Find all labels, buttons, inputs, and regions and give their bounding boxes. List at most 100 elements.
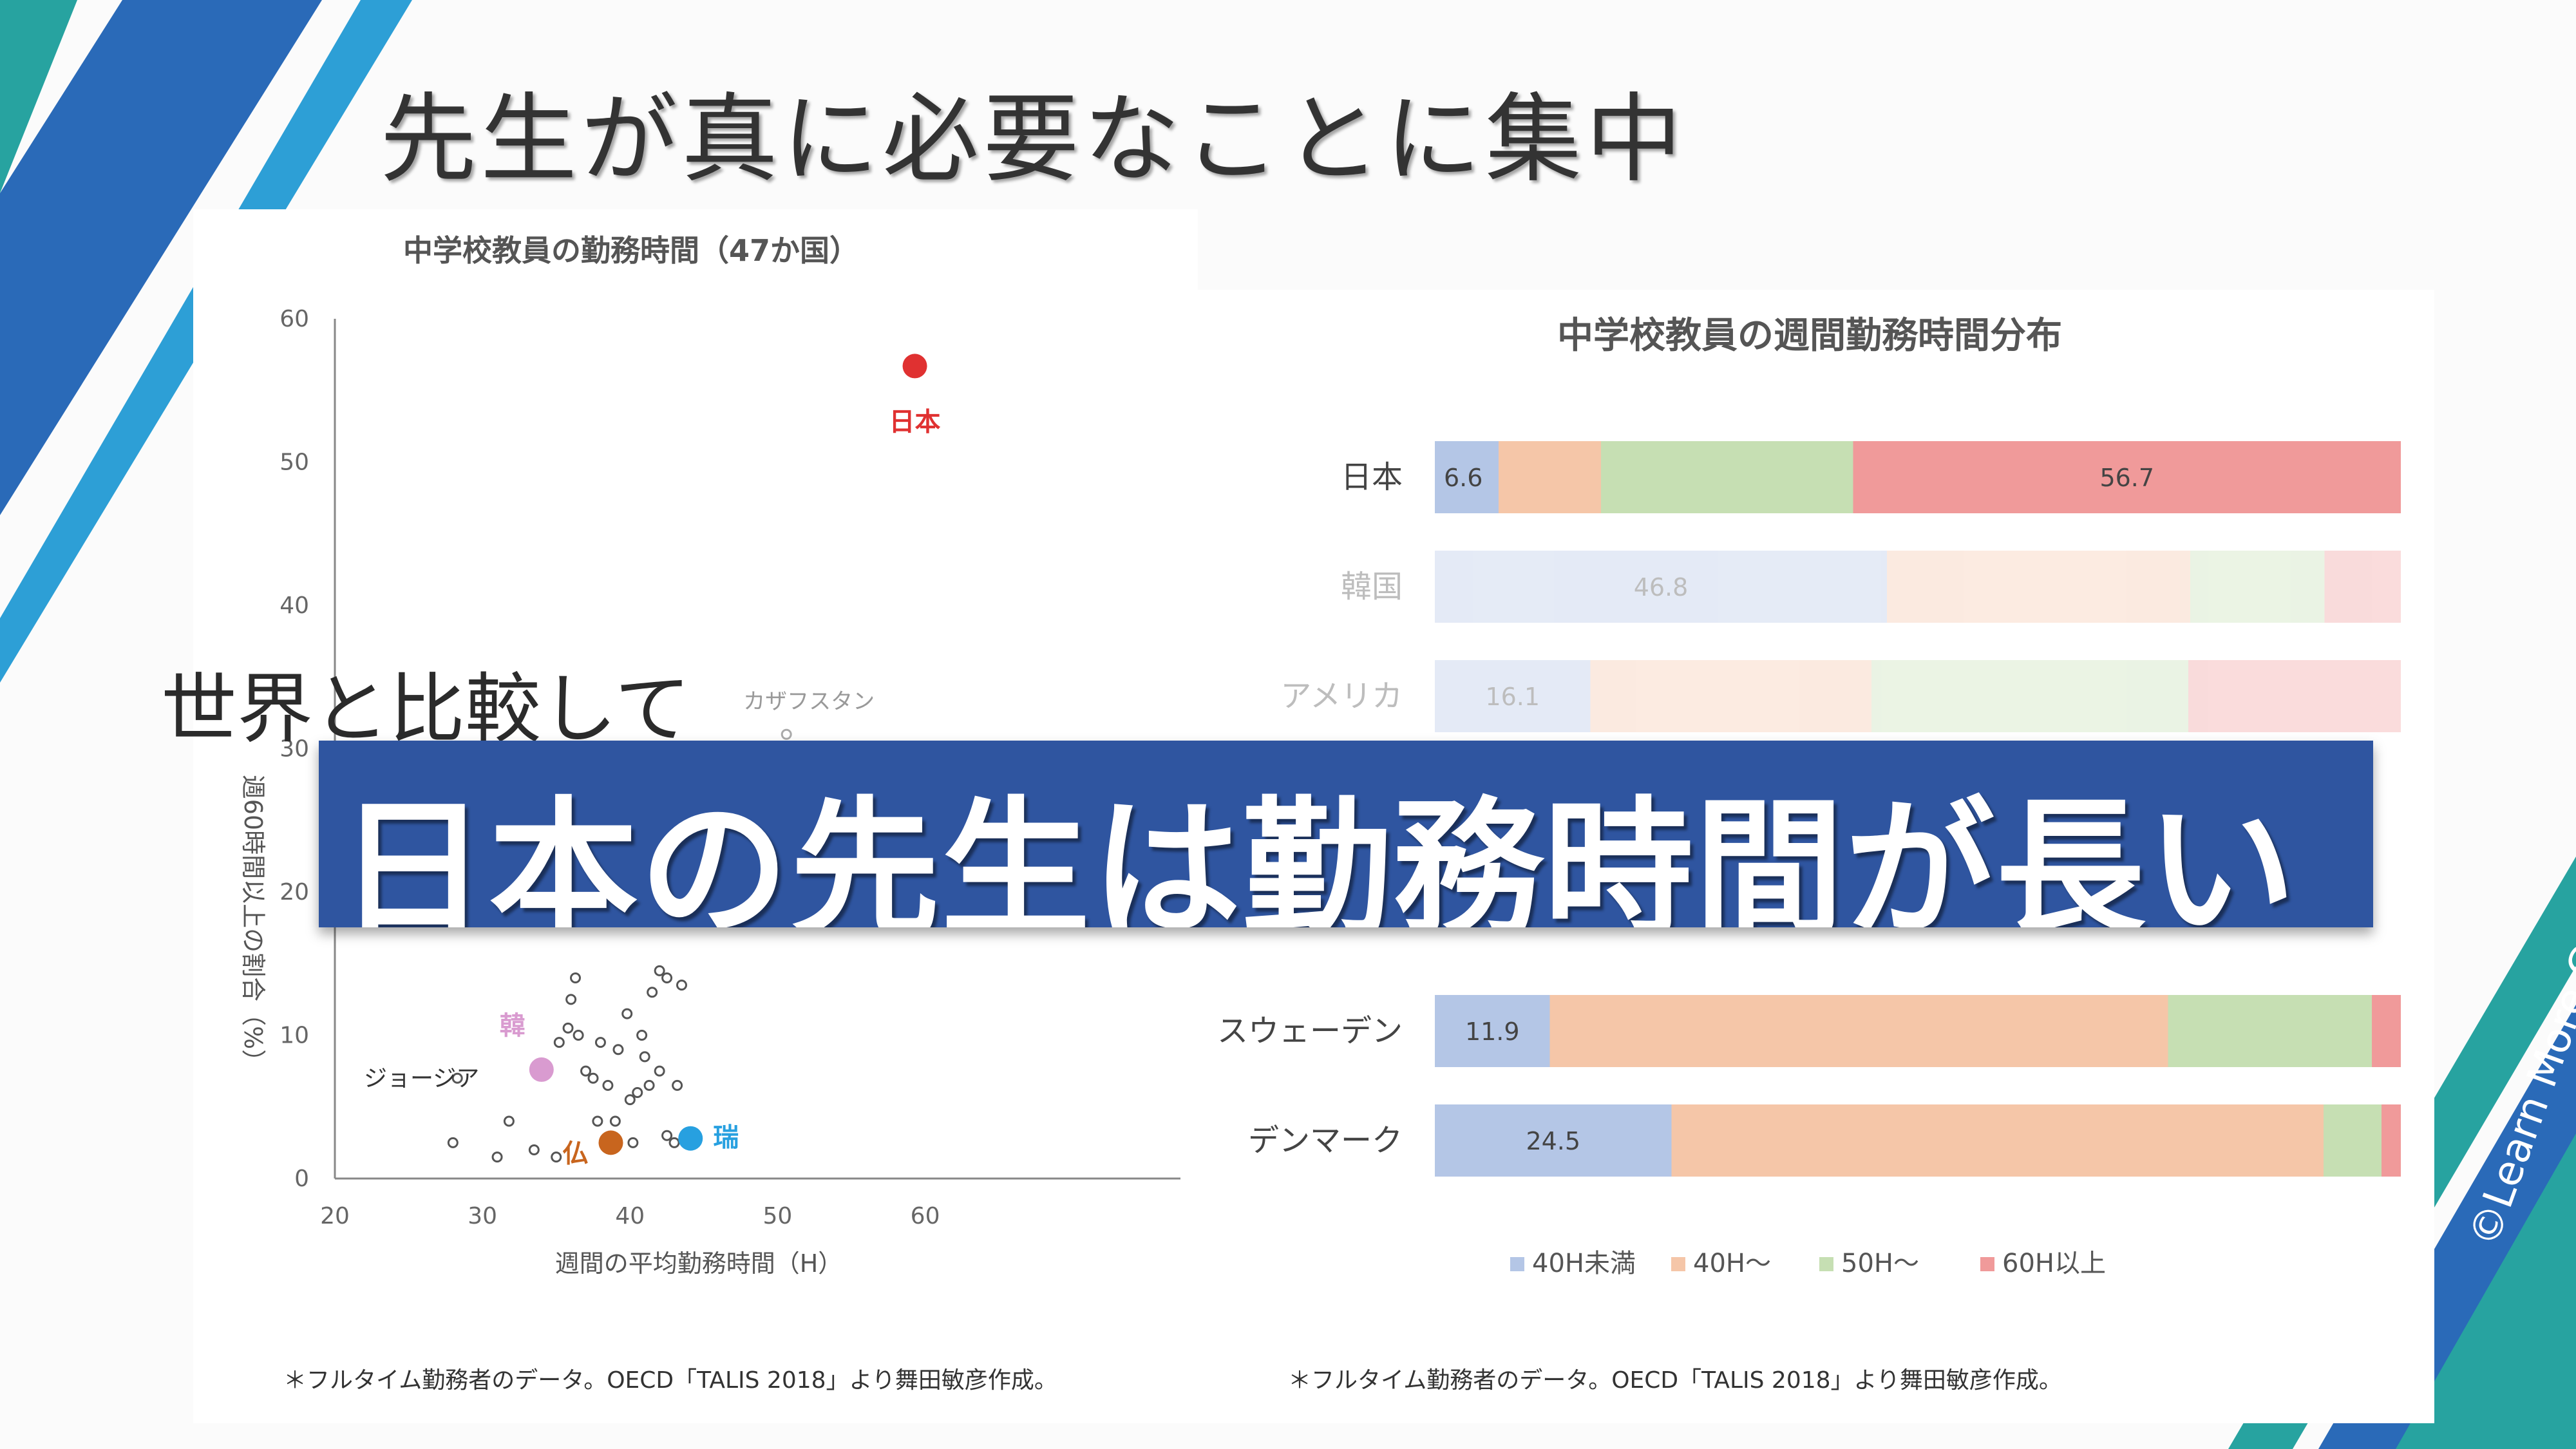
scatter-point	[676, 980, 687, 991]
scatter-point	[447, 1137, 459, 1148]
legend-swatch	[1510, 1257, 1524, 1271]
overlay-subtitle: 世界と比較して	[161, 665, 691, 753]
scatter-point	[647, 987, 658, 998]
bar-segment	[1549, 995, 2168, 1067]
scatter-point	[624, 1094, 636, 1106]
scatter-point	[639, 1051, 650, 1063]
legend-label: 40H〜	[1693, 1249, 1771, 1278]
bar-segment	[1590, 660, 1871, 732]
scatter-y-tick-label: 10	[279, 1023, 309, 1049]
bar-value-label: 24.5	[1526, 1127, 1580, 1155]
scatter-point	[562, 1022, 574, 1034]
bar-segment	[1499, 441, 1601, 513]
bar-segment	[2382, 1104, 2401, 1177]
scatter-chart: 中学校教員の勤務時間（47か国） 0 10 20 30 40 50 60 20 30 40 50 6…	[239, 233, 1180, 1394]
scatter-x-axis-label: 週間の平均勤務時間（H）	[555, 1249, 843, 1278]
scatter-x-tick-label: 60	[911, 1203, 940, 1229]
scatter-point	[643, 1079, 655, 1091]
scatter-y-tick-label: 20	[279, 879, 309, 905]
legend-label: 40H未満	[1532, 1249, 1636, 1278]
bar-segment	[2324, 1104, 2382, 1177]
headline-text: 日本の先生は勤務時間が長い	[338, 783, 2298, 927]
scatter-point	[587, 1072, 599, 1084]
bar-row: 日本 6.6 56.7	[1341, 441, 2401, 513]
scatter-point	[573, 1030, 584, 1041]
scatter-point	[612, 1044, 624, 1056]
scatter-y-tick-label: 0	[294, 1166, 309, 1192]
scatter-x-tick-label: 30	[468, 1203, 497, 1229]
bar-category-label: アメリカ	[1280, 678, 1403, 714]
scatter-y-axis-label: 週60時間以上の割合（%）	[239, 775, 267, 1074]
scatter-point	[594, 1037, 606, 1048]
bar-segment	[2190, 551, 2325, 623]
stripe-teal-top-left	[0, 0, 77, 193]
stripe-blue-top-left	[0, 0, 322, 515]
bar-value-label: 56.7	[2099, 464, 2154, 492]
bar-segment	[1435, 995, 1550, 1067]
scatter-point	[451, 1072, 463, 1084]
bar-chart-title: 中学校教員の週間勤務時間分布	[1557, 315, 2062, 357]
scatter-highlight-label: 仏	[563, 1139, 589, 1168]
scatter-point	[654, 965, 665, 976]
bar-segment	[1853, 441, 2401, 513]
bar-row: スウェーデン 11.9	[1217, 995, 2401, 1067]
scatter-point	[528, 1144, 540, 1155]
slide-title: 先生が真に必要なことに集中	[380, 84, 1687, 196]
scatter-y-tick-label: 60	[279, 306, 309, 332]
scatter-point	[627, 1137, 639, 1148]
scatter-x-tick-label: 40	[615, 1203, 645, 1229]
scatter-highlight-point	[678, 1126, 703, 1151]
scatter-y-tick-label: 40	[279, 592, 309, 619]
scatter-annotation: カザフスタン	[743, 688, 875, 714]
legend-swatch	[1671, 1257, 1685, 1271]
bar-segment	[1871, 660, 2188, 732]
scatter-point	[553, 1037, 565, 1048]
bar-segment	[1435, 441, 1499, 513]
scatter-point	[661, 972, 673, 983]
scatter-x-tick-label: 20	[320, 1203, 350, 1229]
scatter-y-tick-label: 50	[279, 450, 309, 476]
scatter-point	[503, 1115, 515, 1127]
scatter-point	[570, 972, 582, 983]
bar-category-label: 日本	[1341, 459, 1403, 495]
scatter-highlight-label: 日本	[889, 407, 941, 437]
legend-swatch	[1819, 1257, 1833, 1271]
scatter-point	[491, 1151, 503, 1163]
scatter-y-tick-label: 30	[279, 736, 309, 762]
bar-row: 韓国 46.8	[1341, 551, 2401, 623]
legend-label: 60H以上	[2002, 1249, 2106, 1278]
bar-category-label: スウェーデン	[1217, 1013, 1403, 1049]
bar-category-label: デンマーク	[1248, 1122, 1403, 1159]
bar-category-label: 韓国	[1341, 569, 1403, 605]
bar-segment	[1671, 1104, 2324, 1177]
scatter-highlight-point	[902, 354, 927, 379]
bar-row: アメリカ 16.1	[1280, 660, 2401, 732]
scatter-footnote: ＊フルタイム勤務者のデータ。OECD「TALIS 2018」より舞田敏彦作成。	[283, 1367, 1057, 1394]
scatter-x-tick-label: 50	[763, 1203, 793, 1229]
bar-segment	[2168, 995, 2372, 1067]
legend-label: 50H〜	[1841, 1249, 1919, 1278]
scatter-point	[602, 1079, 614, 1091]
scatter-highlight-point	[529, 1057, 554, 1082]
stripe-teal-bottom-right-edge	[2396, 1133, 2576, 1449]
bar-footnote: ＊フルタイム勤務者のデータ。OECD「TALIS 2018」より舞田敏彦作成。	[1288, 1367, 2062, 1394]
bar-value-label: 46.8	[1634, 573, 1689, 601]
headline-banner: 日本の先生は勤務時間が長い	[319, 741, 2373, 927]
scatter-point	[621, 1008, 633, 1019]
bar-value-label: 11.9	[1465, 1018, 1520, 1046]
scatter-highlight-label: 瑞	[713, 1123, 739, 1153]
bar-segment	[1601, 441, 1853, 513]
scatter-point	[672, 1079, 683, 1091]
scatter-highlight-point	[598, 1130, 623, 1155]
bar-segment	[2324, 551, 2401, 623]
scatter-annotation: ジョージア	[364, 1065, 479, 1092]
scatter-title: 中学校教員の勤務時間（47か国）	[403, 233, 859, 268]
scatter-point	[661, 1130, 673, 1141]
bar-segment	[1435, 551, 1887, 623]
bar-segment	[2188, 660, 2401, 732]
scatter-point	[781, 728, 792, 740]
bar-segment	[2372, 995, 2401, 1067]
legend-swatch	[1980, 1257, 1994, 1271]
bar-value-label: 16.1	[1485, 683, 1540, 711]
scatter-point	[636, 1030, 648, 1041]
